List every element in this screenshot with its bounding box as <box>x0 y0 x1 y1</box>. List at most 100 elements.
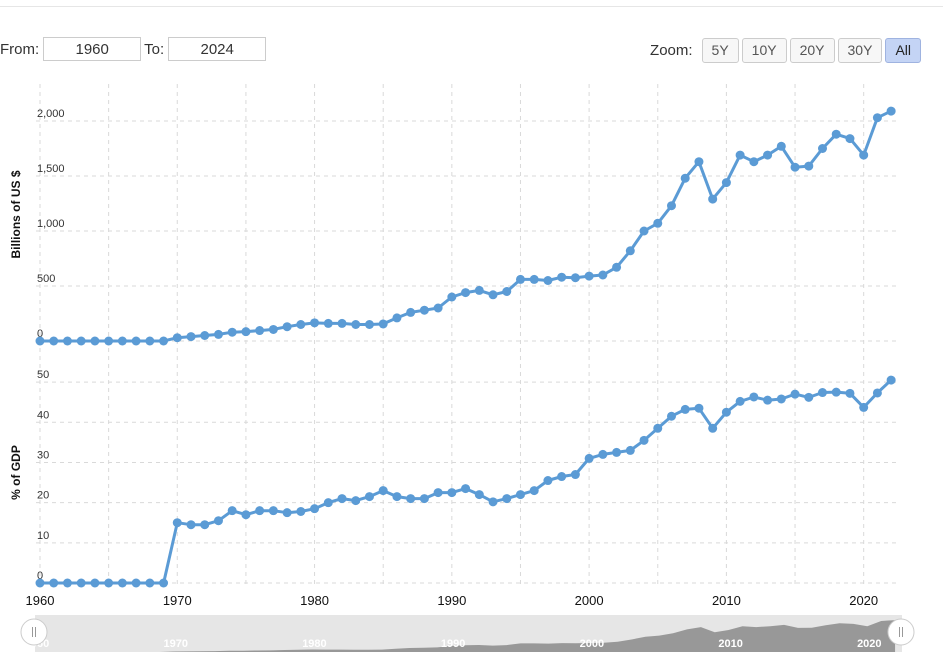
y-tick-label: 1,000 <box>37 218 65 230</box>
data-point <box>653 423 663 433</box>
data-point <box>186 332 196 342</box>
y-tick-label: 0 <box>37 328 43 340</box>
zoom-controls: Zoom: 5Y 10Y 20Y 30Y All <box>650 38 921 63</box>
data-point <box>570 470 580 480</box>
data-point <box>351 496 361 506</box>
data-point <box>708 194 718 204</box>
data-point <box>570 273 580 283</box>
data-point <box>90 578 100 588</box>
data-point <box>364 492 374 502</box>
navigator-tick-label: 1990 <box>441 638 465 650</box>
data-point <box>790 389 800 399</box>
data-point <box>666 201 676 211</box>
data-point <box>392 492 402 502</box>
data-point <box>378 319 388 329</box>
data-point <box>241 510 251 520</box>
data-point <box>213 516 223 526</box>
data-point <box>763 150 773 160</box>
data-point <box>406 494 416 504</box>
navigator-right-handle[interactable] <box>887 618 915 646</box>
data-point <box>310 318 320 328</box>
data-point <box>447 292 457 302</box>
data-point <box>90 336 100 346</box>
data-point <box>639 226 649 236</box>
data-point <box>749 157 759 167</box>
zoom-30y-button[interactable]: 30Y <box>837 38 883 63</box>
to-label: To: <box>144 40 165 58</box>
data-point <box>488 290 498 300</box>
data-point <box>474 285 484 295</box>
y-axis-label: Billions of US $ <box>9 170 23 258</box>
data-point <box>35 336 45 346</box>
data-point <box>694 403 704 413</box>
data-point <box>776 394 786 404</box>
data-point <box>612 447 622 457</box>
y-tick-label: 500 <box>37 273 55 285</box>
data-point <box>241 327 251 337</box>
data-point <box>763 395 773 405</box>
zoom-10y-button[interactable]: 10Y <box>741 38 787 63</box>
data-point <box>227 506 237 516</box>
data-point <box>268 506 278 516</box>
data-point <box>323 498 333 508</box>
data-point <box>817 388 827 398</box>
data-point <box>104 336 114 346</box>
data-point <box>433 303 443 313</box>
data-point <box>804 392 814 402</box>
zoom-20y-button[interactable]: 20Y <box>789 38 835 63</box>
data-point <box>49 336 59 346</box>
data-point <box>557 272 567 282</box>
zoom-5y-button[interactable]: 5Y <box>701 38 739 63</box>
data-point <box>886 375 896 385</box>
series-line <box>40 109 892 343</box>
data-point <box>62 336 72 346</box>
data-point <box>598 449 608 459</box>
data-point <box>653 218 663 228</box>
data-point <box>886 106 896 116</box>
x-tick-label: 2000 <box>575 593 604 608</box>
data-point <box>104 578 114 588</box>
data-point <box>625 445 635 455</box>
data-point <box>776 141 786 151</box>
data-point <box>200 520 210 530</box>
data-point <box>872 388 882 398</box>
data-point <box>76 336 86 346</box>
y-tick-label: 40 <box>37 409 49 421</box>
data-point <box>159 578 169 588</box>
top-divider <box>0 6 943 7</box>
data-point <box>296 320 306 329</box>
data-point <box>282 322 292 332</box>
data-point <box>268 324 278 334</box>
chart-panel-2: 0 10 20 30 40 50 % of GDP <box>9 369 900 588</box>
data-point <box>172 333 182 343</box>
data-point <box>419 494 429 504</box>
y-tick-label: 30 <box>37 449 49 461</box>
data-point <box>831 129 841 139</box>
x-tick-label: 1960 <box>26 593 55 608</box>
data-point <box>639 435 649 445</box>
data-point <box>515 490 525 500</box>
data-point <box>406 307 416 317</box>
data-point <box>461 288 471 298</box>
data-point <box>735 396 745 406</box>
series-line <box>40 379 893 585</box>
data-point <box>145 336 155 346</box>
data-point <box>351 320 361 329</box>
data-point <box>186 520 196 530</box>
data-point <box>625 246 635 256</box>
date-range-selector: From: 1960 To: 2024 <box>0 37 269 61</box>
chart-panel-1: 0 500 1,000 1,500 2,000 Billions of US $ <box>9 106 900 346</box>
from-year-input[interactable]: 1960 <box>43 37 142 61</box>
data-point <box>200 331 210 340</box>
navigator-left-handle[interactable] <box>20 618 48 646</box>
data-point <box>255 506 265 516</box>
zoom-all-button[interactable]: All <box>885 38 921 63</box>
to-year-input[interactable]: 2024 <box>168 37 267 61</box>
data-point <box>502 494 512 504</box>
data-point <box>721 178 731 188</box>
data-point <box>145 578 155 588</box>
data-point <box>172 518 182 528</box>
data-point <box>35 578 45 588</box>
data-point <box>666 411 676 421</box>
